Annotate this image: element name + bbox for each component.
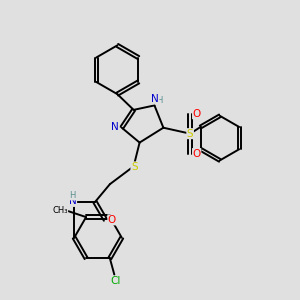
Text: N: N <box>111 122 119 132</box>
Text: CH₃: CH₃ <box>52 206 68 215</box>
Text: S: S <box>131 162 138 172</box>
Text: O: O <box>193 148 201 159</box>
Text: H: H <box>157 96 163 105</box>
Text: O: O <box>108 215 116 225</box>
Text: O: O <box>193 109 201 119</box>
Text: S: S <box>187 129 194 139</box>
Text: N: N <box>151 94 159 104</box>
Text: N: N <box>69 196 76 206</box>
Text: H: H <box>70 191 76 200</box>
Text: Cl: Cl <box>110 276 120 286</box>
